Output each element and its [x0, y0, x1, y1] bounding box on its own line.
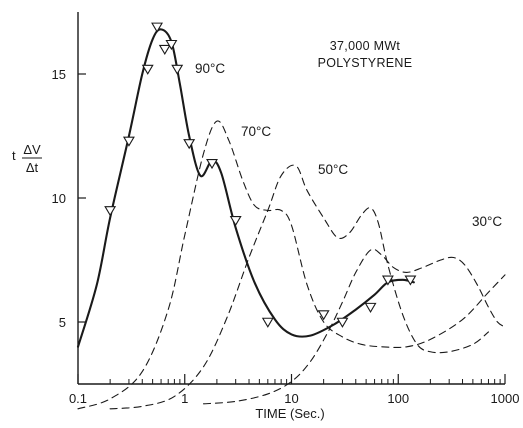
- y-tick-label: 5: [59, 315, 66, 330]
- series-line-50c: [109, 164, 490, 410]
- series-layer: [76, 28, 506, 410]
- data-point-marker: [336, 317, 349, 328]
- y-axis-title-numerator: ΔV: [23, 142, 41, 157]
- annotation-line-2: POLYSTYRENE: [318, 56, 413, 70]
- data-point-marker: [122, 136, 135, 147]
- annotation-line-1: 37,000 MWt: [330, 39, 401, 53]
- data-point-marker: [104, 206, 117, 217]
- y-axis-title-denominator: Δt: [26, 160, 39, 175]
- series-label-30c: 30°C: [472, 214, 502, 229]
- x-tick-label: 100: [387, 391, 409, 406]
- series-label-70c: 70°C: [241, 124, 271, 139]
- data-point-marker: [229, 216, 242, 227]
- marker-layer: [104, 22, 417, 328]
- x-axis-title: TIME (Sec.): [255, 406, 324, 421]
- x-ticks: 0.1 1 10 100 1000: [69, 374, 520, 406]
- data-point-marker: [404, 275, 417, 286]
- x-tick-label: 1000: [491, 391, 520, 406]
- data-point-marker: [183, 139, 196, 150]
- data-point-marker: [364, 302, 377, 313]
- y-tick-label: 10: [52, 191, 66, 206]
- data-point-marker: [381, 275, 394, 286]
- y-ticks: 5 10 15: [52, 67, 86, 330]
- data-point-marker: [141, 64, 154, 75]
- x-tick-label: 1: [181, 391, 188, 406]
- data-point-marker: [151, 22, 163, 33]
- label-layer: 90°C 70°C 50°C 30°C: [195, 61, 502, 229]
- axes: [77, 12, 505, 385]
- series-label-90c: 90°C: [195, 61, 225, 76]
- y-axis-title-prefix: t: [12, 148, 16, 163]
- data-point-marker: [158, 44, 171, 56]
- x-tick-label: 0.1: [69, 391, 87, 406]
- series-line-70c: [77, 120, 506, 410]
- data-point-marker: [165, 39, 178, 51]
- data-point-marker: [171, 64, 184, 75]
- data-point-marker: [317, 310, 330, 321]
- y-axis-title: t ΔV Δt: [12, 142, 42, 175]
- x-tick-label: 10: [284, 391, 298, 406]
- series-label-50c: 50°C: [318, 162, 348, 177]
- data-point-marker: [206, 158, 218, 170]
- series-line-30c: [203, 248, 506, 405]
- y-tick-label: 15: [52, 67, 66, 82]
- data-point-marker: [261, 317, 274, 328]
